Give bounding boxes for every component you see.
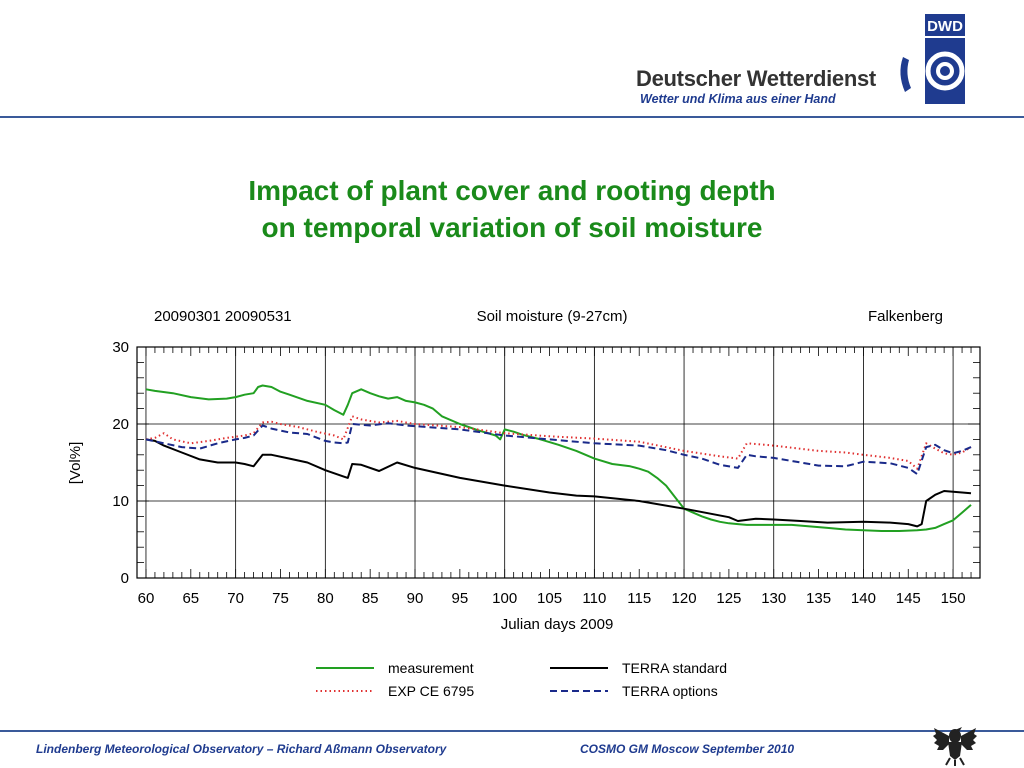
federal-eagle-icon [933,727,977,766]
x-tick-label: 145 [896,590,921,607]
y-tick-label: 20 [112,416,129,433]
y-tick-label: 30 [112,339,129,356]
plot-frame [136,346,981,579]
x-tick-label: 80 [317,590,334,607]
header-divider [0,116,1024,118]
series-terra-options [145,422,972,476]
legend-label-measurement: measurement [388,660,474,676]
x-tick-label: 90 [407,590,424,607]
logo-text: DWD [927,18,963,35]
chart-header-center: Soil moisture (9-27cm) [477,308,628,325]
x-tick-label: 120 [672,590,697,607]
x-tick-label: 65 [182,590,199,607]
x-tick-label: 85 [362,590,379,607]
x-tick-label: 150 [941,590,966,607]
y-tick-label: 0 [121,570,129,587]
x-tick-label: 95 [452,590,469,607]
footer-divider [0,730,1024,732]
chart-header-right: Falkenberg [868,308,943,325]
x-tick-label: 110 [582,590,606,607]
legend-label-terra-standard: TERRA standard [622,660,727,676]
x-tick-label: 75 [272,590,289,607]
dwd-logo: DWD [900,14,965,104]
x-tick-label: 100 [492,590,517,607]
slide-title: Impact of plant cover and rooting depth … [100,172,924,246]
legend-label-terra-options: TERRA options [622,683,718,699]
chart-y-label: [Vol%] [67,442,84,485]
x-tick-label: 135 [806,590,831,607]
series-exp-ce-6795 [145,415,972,470]
series-terra-standard [145,438,972,528]
x-tick-label: 115 [627,590,651,607]
title-line-1: Impact of plant cover and rooting depth [248,175,776,206]
y-tick-label: 10 [112,493,129,510]
series-measurement [145,384,972,532]
x-tick-label: 130 [761,590,786,607]
x-tick-label: 105 [537,590,562,607]
x-tick-label: 125 [716,590,741,607]
x-tick-label: 140 [851,590,876,607]
title-line-2: on temporal variation of soil moisture [261,212,763,243]
x-tick-label: 70 [227,590,244,607]
soil-moisture-chart: 20090301 20090531 Soil moisture (9-27cm)… [67,308,981,699]
x-tick-label: 60 [138,590,155,607]
chart-x-label: Julian days 2009 [501,616,614,633]
footer-event: COSMO GM Moscow September 2010 [580,742,795,756]
footer-observatory: Lindenberg Meteorological Observatory – … [36,742,447,756]
legend-label-exp-ce-6795: EXP CE 6795 [388,683,474,699]
brand-tagline: Wetter und Klima aus einer Hand [640,92,836,106]
brand-name: Deutscher Wetterdienst [636,66,876,91]
chart-header-left: 20090301 20090531 [154,308,292,325]
